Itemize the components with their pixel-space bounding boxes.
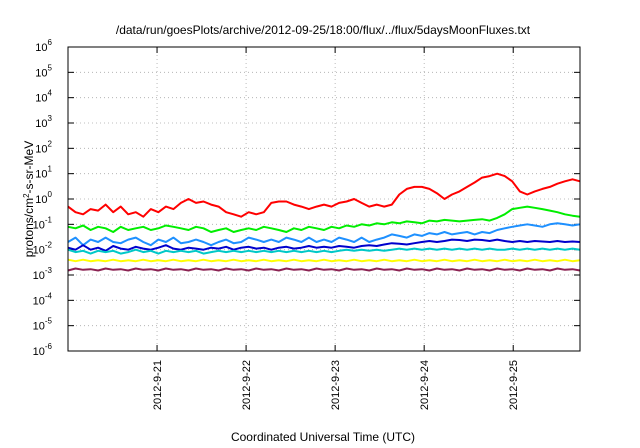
y-tick-label: 10-5 xyxy=(33,317,53,333)
y-tick-label: 103 xyxy=(35,114,52,130)
series-line-4 xyxy=(67,247,581,255)
series-line-0 xyxy=(67,172,581,218)
y-tick-label: 10-1 xyxy=(33,215,53,231)
y-axis-label: protons/cm2-s-sr-MeV xyxy=(22,141,36,257)
series-layer xyxy=(67,172,581,272)
x-tick-label: 2012-9-21 xyxy=(152,360,164,410)
series-line-5 xyxy=(67,258,581,263)
series-line-1 xyxy=(67,205,581,233)
y-tick-label: 10-4 xyxy=(33,291,53,307)
x-tick-label: 2012-9-25 xyxy=(508,360,520,410)
y-tick-label: 104 xyxy=(35,89,52,105)
x-axis-label: Coordinated Universal Time (UTC) xyxy=(231,430,415,444)
chart-title: /data/run/goesPlots/archive/2012-09-25/1… xyxy=(116,23,531,37)
series-line-2 xyxy=(67,222,581,247)
x-tick-label: 2012-9-23 xyxy=(330,360,342,410)
grid-layer xyxy=(68,46,580,352)
plot-frame xyxy=(67,46,581,352)
x-tick-label: 2012-9-24 xyxy=(419,360,431,410)
y-tick-label: 10-2 xyxy=(33,241,53,257)
series-line-3 xyxy=(67,238,581,252)
y-tick-label: 105 xyxy=(35,63,52,79)
y-tick-label: 101 xyxy=(35,165,52,181)
series-line-6 xyxy=(67,267,581,272)
x-tick-label: 2012-9-22 xyxy=(241,360,253,410)
y-tick-label: 106 xyxy=(35,38,52,54)
y-tick-label: 100 xyxy=(35,190,52,206)
y-tick-label: 102 xyxy=(35,139,52,155)
y-tick-label: 10-6 xyxy=(33,342,53,358)
x-tick-labels: 2012-9-21 2012-9-22 2012-9-23 2012-9-24 2012… xyxy=(152,360,520,410)
y-tick-labels: 10-6 10-5 10-4 10-3 10-2 10-1 100 101 102 103 104 1… xyxy=(33,38,53,358)
y-tick-label: 10-3 xyxy=(33,266,53,282)
